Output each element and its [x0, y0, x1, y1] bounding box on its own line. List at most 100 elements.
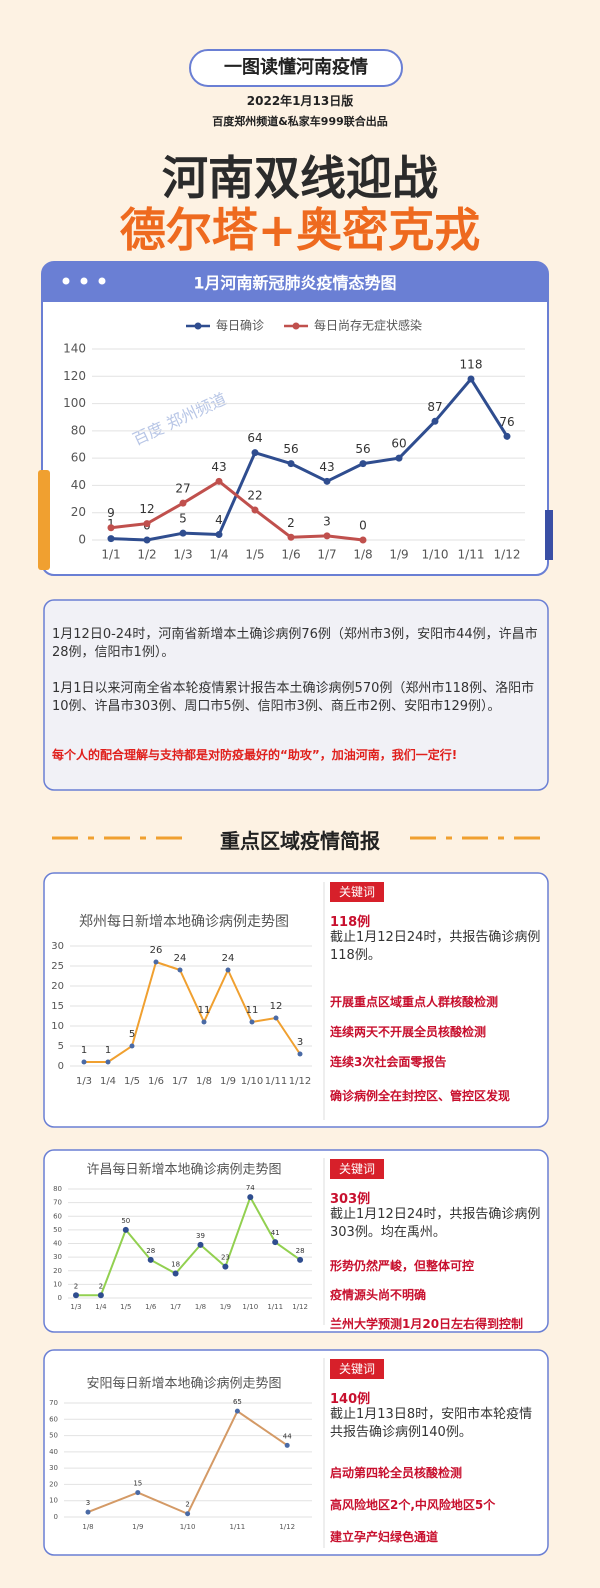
- point: [249, 1019, 255, 1025]
- data-label: 3: [297, 1037, 303, 1048]
- x-tick-label: 1/1: [101, 548, 120, 562]
- y-tick-label: 60: [53, 1212, 62, 1220]
- y-tick-label: 10: [51, 1021, 64, 1032]
- data-label: 56: [355, 442, 370, 456]
- point: [247, 1194, 254, 1201]
- point: [143, 536, 151, 544]
- key-point: 兰州大学预测1月20日左右得到控制: [330, 1317, 524, 1331]
- x-tick-label: 1/9: [220, 1076, 236, 1087]
- point: [287, 460, 295, 468]
- x-tick-label: 1/3: [173, 548, 192, 562]
- data-label: 0: [359, 519, 367, 533]
- y-tick-label: 20: [53, 1267, 62, 1275]
- data-label: 12: [139, 502, 154, 516]
- x-tick-label: 1/12: [292, 1303, 308, 1311]
- x-tick-label: 1/4: [95, 1303, 107, 1311]
- point: [297, 1256, 304, 1263]
- data-label: 76: [499, 415, 514, 429]
- tag: 关键词: [338, 885, 375, 899]
- data-label: 28: [296, 1247, 305, 1255]
- point: [215, 531, 223, 539]
- point: [147, 1256, 154, 1263]
- x-tick-label: 1/8: [353, 548, 372, 562]
- data-label: 26: [150, 945, 163, 956]
- point: [323, 532, 331, 540]
- headline: 德尔塔+奥密克戎: [119, 203, 481, 257]
- data-label: 24: [174, 953, 187, 964]
- x-tick-label: 1/9: [132, 1523, 143, 1531]
- x-tick-label: 1/12: [494, 548, 521, 562]
- data-label: 9: [107, 506, 115, 520]
- x-tick-label: 1/11: [230, 1523, 246, 1531]
- tag: 关键词: [338, 1362, 375, 1376]
- y-tick-label: 10: [49, 1497, 58, 1505]
- data-label: 1: [105, 1045, 111, 1056]
- point: [97, 1292, 104, 1299]
- detail: 截止1月12日24时，共报告确诊病例303例。均在禹州。: [330, 1207, 541, 1240]
- y-tick-label: 100: [63, 396, 86, 410]
- y-tick-label: 50: [53, 1226, 62, 1234]
- point: [273, 1015, 279, 1021]
- point: [107, 535, 115, 543]
- point: [215, 477, 223, 485]
- data-label: 11: [198, 1005, 211, 1016]
- count: 303例: [330, 1192, 371, 1207]
- data-label: 43: [211, 460, 226, 474]
- point: [467, 375, 475, 383]
- data-label: 41: [271, 1229, 280, 1237]
- key-point: 疫情源头尚不明确: [330, 1288, 427, 1302]
- data-label: 2: [185, 1501, 189, 1509]
- point: [185, 1511, 191, 1517]
- legend-marker: [292, 322, 300, 330]
- x-tick-label: 1/5: [124, 1076, 140, 1087]
- point: [122, 1226, 129, 1233]
- y-tick-label: 40: [53, 1240, 62, 1248]
- y-tick-label: 80: [53, 1185, 62, 1193]
- point: [284, 1442, 290, 1448]
- paragraph: 1月1日以来河南全省本轮疫情累计报告本土确诊病例570例（郑州市118例、洛阳市…: [52, 681, 535, 714]
- point: [225, 967, 231, 973]
- x-tick-label: 1/7: [317, 548, 336, 562]
- y-tick-label: 30: [49, 1464, 58, 1472]
- x-tick-label: 1/10: [241, 1076, 263, 1087]
- x-tick-label: 1/2: [137, 548, 156, 562]
- point: [431, 417, 439, 425]
- source: 百度郑州频道&私家车999联合出品: [212, 115, 388, 128]
- x-tick-label: 1/6: [145, 1303, 157, 1311]
- data-label: 87: [427, 400, 442, 414]
- data-label: 22: [247, 488, 262, 502]
- brief-card: [43, 1349, 549, 1556]
- y-tick-label: 60: [71, 451, 86, 465]
- point: [297, 1051, 303, 1057]
- data-label: 28: [146, 1247, 155, 1255]
- x-tick-label: 1/11: [267, 1303, 283, 1311]
- x-tick-label: 1/9: [389, 548, 408, 562]
- badge: 一图读懂河南疫情: [224, 57, 368, 78]
- chart-title: 1月河南新冠肺炎疫情态势图: [193, 274, 396, 293]
- x-tick-label: 1/7: [172, 1076, 188, 1087]
- point: [201, 1019, 207, 1025]
- point: [73, 1292, 79, 1299]
- point: [503, 432, 511, 440]
- y-tick-label: 25: [51, 961, 64, 972]
- legend-label: 每日确诊: [216, 318, 264, 333]
- key-point: 建立孕产妇绿色通道: [330, 1530, 439, 1544]
- y-tick-label: 40: [49, 1448, 58, 1456]
- x-tick-label: 1/10: [422, 548, 449, 562]
- chart-title: 郑州每日新增本地确诊病例走势图: [79, 914, 289, 930]
- data-label: 18: [171, 1260, 180, 1268]
- y-tick-label: 140: [63, 342, 86, 356]
- x-tick-label: 1/11: [458, 548, 485, 562]
- legend-marker: [194, 322, 202, 330]
- x-tick-label: 1/12: [279, 1523, 295, 1531]
- point: [179, 499, 187, 507]
- x-tick-label: 1/8: [196, 1076, 212, 1087]
- point: [222, 1263, 229, 1270]
- main-card-header: [42, 262, 548, 302]
- series-line: [76, 1196, 301, 1297]
- data-label: 12: [270, 1001, 283, 1012]
- x-tick-label: 1/8: [82, 1523, 93, 1531]
- x-tick-label: 1/3: [76, 1076, 92, 1087]
- y-tick-label: 0: [54, 1513, 58, 1521]
